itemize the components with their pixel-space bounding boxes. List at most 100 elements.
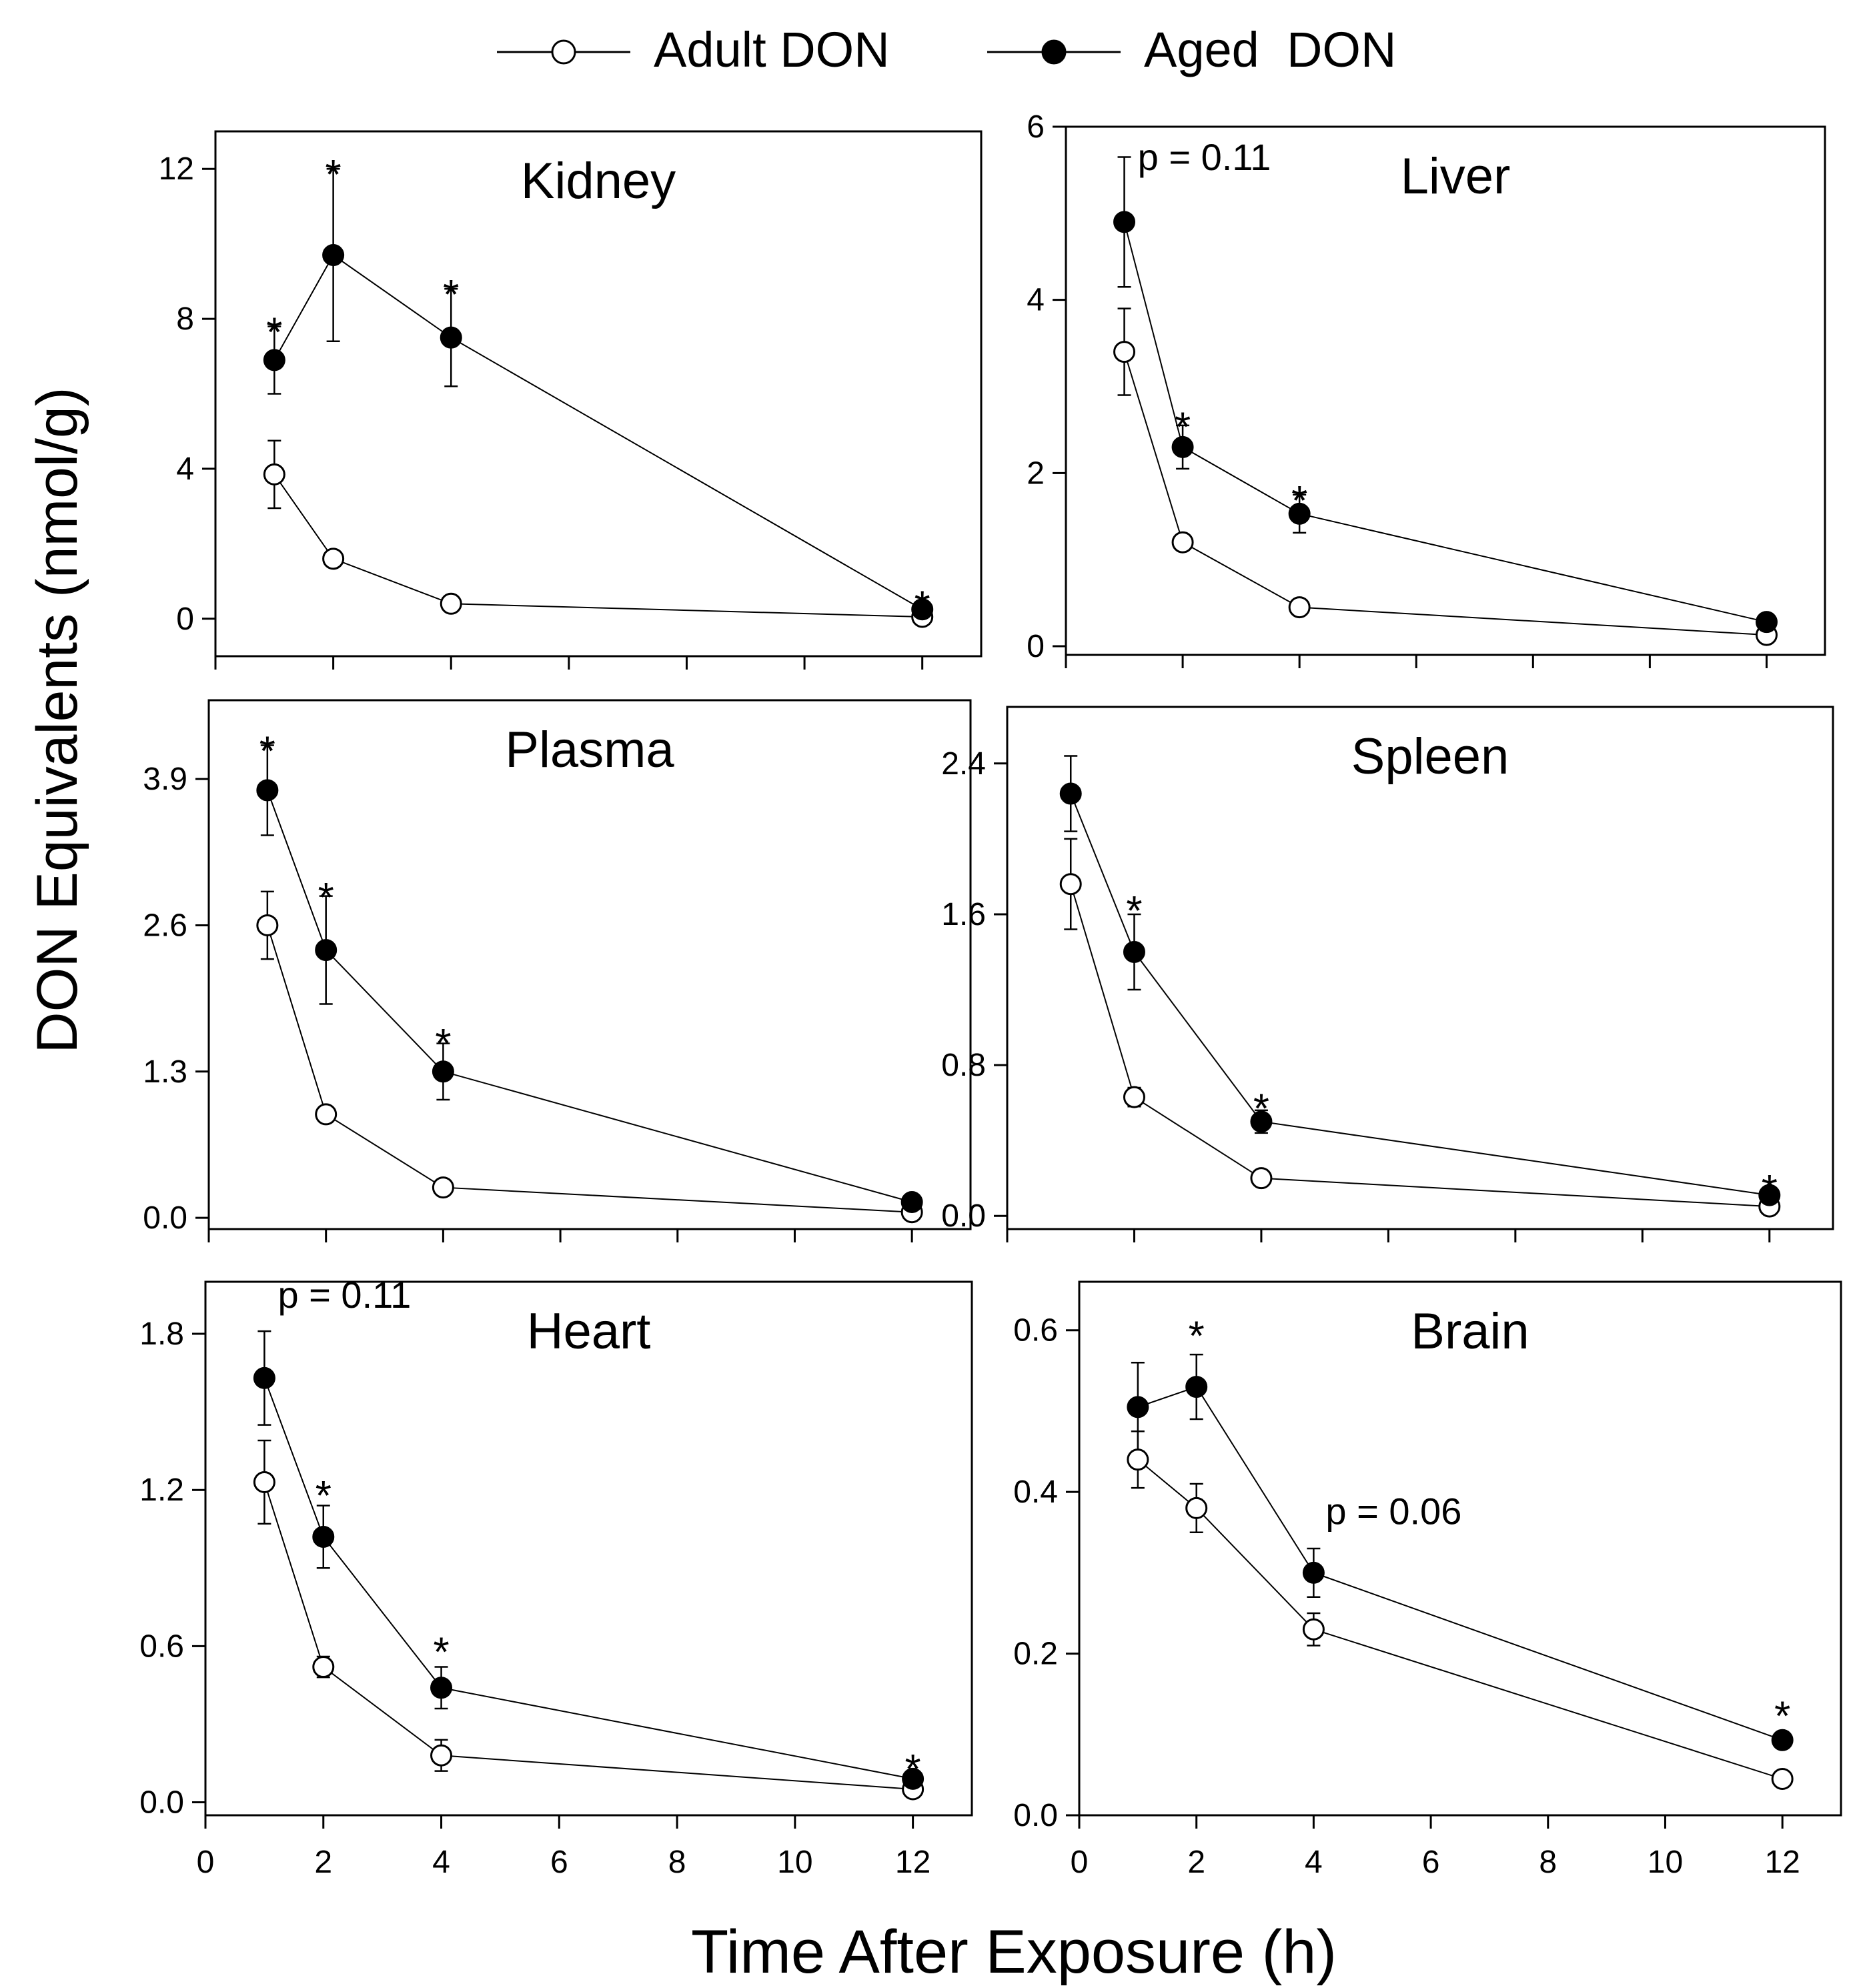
plasma-panel-title: Plasma xyxy=(505,722,674,778)
heart-x-tick-label: 2 xyxy=(314,1845,332,1880)
heart-x-tick-label: 10 xyxy=(777,1845,812,1880)
kidney-aged-data-point xyxy=(263,349,285,371)
brain-aged-data-point xyxy=(1302,1561,1325,1584)
spleen-y-tick-label: 0.0 xyxy=(941,1198,986,1234)
kidney-significance-star: * xyxy=(914,584,930,630)
brain-y-tick-label: 0.0 xyxy=(1013,1798,1058,1833)
brain-x-tick-label: 0 xyxy=(1071,1845,1089,1880)
spleen-adult-data-point xyxy=(1250,1167,1273,1190)
spleen-panel-title: Spleen xyxy=(1351,728,1509,785)
brain-aged-data-point xyxy=(1185,1376,1208,1398)
heart-y-tick-label: 1.8 xyxy=(139,1316,184,1352)
brain-significance-star: * xyxy=(1774,1693,1790,1739)
kidney-aged-series-line xyxy=(273,254,923,610)
heart-p-value-annotation: p = 0.11 xyxy=(277,1274,411,1316)
spleen-aged-series-line xyxy=(1070,793,1770,1196)
liver-aged-data-point xyxy=(1113,211,1136,233)
plasma-y-tick-label: 1.3 xyxy=(143,1054,187,1090)
heart-x-tick-label: 4 xyxy=(432,1845,450,1880)
liver-panel-title: Liver xyxy=(1401,148,1511,205)
kidney-y-tick-label: 4 xyxy=(176,451,194,487)
kidney-panel-title: Kidney xyxy=(521,153,676,209)
kidney-y-tick-label: 8 xyxy=(176,301,194,337)
spleen-panel: 0.0 0.8 1.6 2.4 Spleen * * * xyxy=(941,706,1834,1242)
legend-aged-marker xyxy=(1041,39,1067,65)
liver-plot-frame xyxy=(1065,125,1826,656)
plasma-aged-data-point xyxy=(432,1060,454,1083)
brain-adult-data-point xyxy=(1302,1618,1325,1641)
heart-panel: 0.0 0.6 1.2 1.8 0 2 4 6 8 10 12 Heart p = 0.11 * * * xyxy=(139,1274,973,1880)
kidney-adult-data-point xyxy=(440,592,462,615)
plasma-adult-data-point xyxy=(315,1103,338,1126)
heart-aged-data-point xyxy=(312,1525,335,1548)
spleen-y-tick-label: 1.6 xyxy=(941,897,986,932)
brain-aged-data-point xyxy=(1127,1396,1149,1418)
y-axis-label: DON Equivalents (nmol/g) xyxy=(25,387,89,1054)
kidney-adult-data-point xyxy=(263,463,285,485)
kidney-aged-data-point xyxy=(440,326,462,349)
plasma-adult-data-point xyxy=(256,914,279,936)
brain-plot-frame xyxy=(1078,1280,1842,1817)
liver-aged-data-point xyxy=(1288,502,1311,525)
brain-panel-title: Brain xyxy=(1411,1303,1529,1360)
legend-aged-label: Aged DON xyxy=(1144,22,1396,77)
liver-y-tick-label: 2 xyxy=(1027,455,1045,491)
x-axis-label: Time After Exposure (h) xyxy=(691,1918,1337,1986)
kidney-panel: 0 4 8 12 Kidney * * * * xyxy=(159,130,983,670)
brain-x-tick-label: 4 xyxy=(1305,1845,1323,1880)
heart-adult-data-point xyxy=(312,1656,335,1679)
heart-aged-data-point xyxy=(253,1366,275,1389)
spleen-y-tick-label: 0.8 xyxy=(941,1048,986,1083)
spleen-adult-data-point xyxy=(1059,873,1082,896)
heart-significance-star: * xyxy=(316,1473,332,1519)
kidney-y-tick-label: 0 xyxy=(176,602,194,637)
heart-aged-series-line xyxy=(263,1378,913,1780)
heart-adult-data-point xyxy=(430,1744,453,1767)
liver-y-tick-label: 6 xyxy=(1027,109,1045,145)
kidney-adult-series-line xyxy=(273,473,922,618)
brain-y-tick-label: 0.2 xyxy=(1013,1637,1058,1672)
plasma-aged-data-point xyxy=(256,779,279,802)
spleen-y-tick-label: 2.4 xyxy=(941,746,986,782)
brain-aged-series-line xyxy=(1137,1386,1783,1741)
heart-y-tick-label: 1.2 xyxy=(139,1472,184,1508)
brain-x-tick-label: 6 xyxy=(1422,1845,1440,1880)
liver-aged-data-point xyxy=(1755,611,1778,634)
brain-y-tick-label: 0.4 xyxy=(1013,1474,1058,1510)
heart-y-tick-label: 0.0 xyxy=(139,1785,184,1820)
heart-y-tick-label: 0.6 xyxy=(139,1629,184,1664)
heart-plot-frame xyxy=(204,1280,973,1817)
heart-significance-star: * xyxy=(433,1629,449,1675)
liver-adult-data-point xyxy=(1113,341,1136,363)
heart-x-tick-label: 6 xyxy=(550,1845,568,1880)
brain-x-tick-label: 2 xyxy=(1187,1845,1205,1880)
heart-adult-series-line xyxy=(263,1482,913,1790)
brain-x-tick-label: 10 xyxy=(1648,1845,1683,1880)
plasma-significance-star: * xyxy=(318,875,334,921)
brain-x-tick-label: 12 xyxy=(1764,1845,1800,1880)
liver-adult-series-line xyxy=(1123,351,1767,636)
spleen-significance-star: * xyxy=(1126,888,1142,934)
brain-x-tick-label: 8 xyxy=(1539,1845,1557,1880)
kidney-plot-frame xyxy=(214,130,983,658)
legend-adult-marker xyxy=(551,39,576,65)
brain-aged-data-point xyxy=(1771,1729,1794,1751)
brain-panel: 0.0 0.2 0.4 0.6 0 2 4 6 8 10 12 Brain * p = 0.06 * xyxy=(1013,1280,1842,1880)
kidney-y-tick-label: 12 xyxy=(159,151,194,187)
plasma-aged-data-point xyxy=(315,939,338,962)
brain-adult-data-point xyxy=(1185,1497,1208,1519)
plasma-aged-series-line xyxy=(266,790,912,1203)
spleen-aged-data-point xyxy=(1059,782,1082,805)
plasma-significance-star: * xyxy=(259,728,275,774)
liver-adult-data-point xyxy=(1288,596,1311,619)
kidney-aged-data-point xyxy=(911,598,934,621)
heart-aged-data-point xyxy=(430,1677,453,1699)
heart-significance-star: * xyxy=(905,1747,921,1793)
brain-adult-data-point xyxy=(1127,1448,1149,1471)
liver-significance-star: * xyxy=(1291,478,1307,524)
plasma-y-tick-label: 0.0 xyxy=(143,1200,187,1236)
spleen-significance-star: * xyxy=(1762,1167,1778,1213)
heart-x-tick-label: 8 xyxy=(668,1845,686,1880)
brain-significance-star: * xyxy=(1189,1314,1205,1360)
